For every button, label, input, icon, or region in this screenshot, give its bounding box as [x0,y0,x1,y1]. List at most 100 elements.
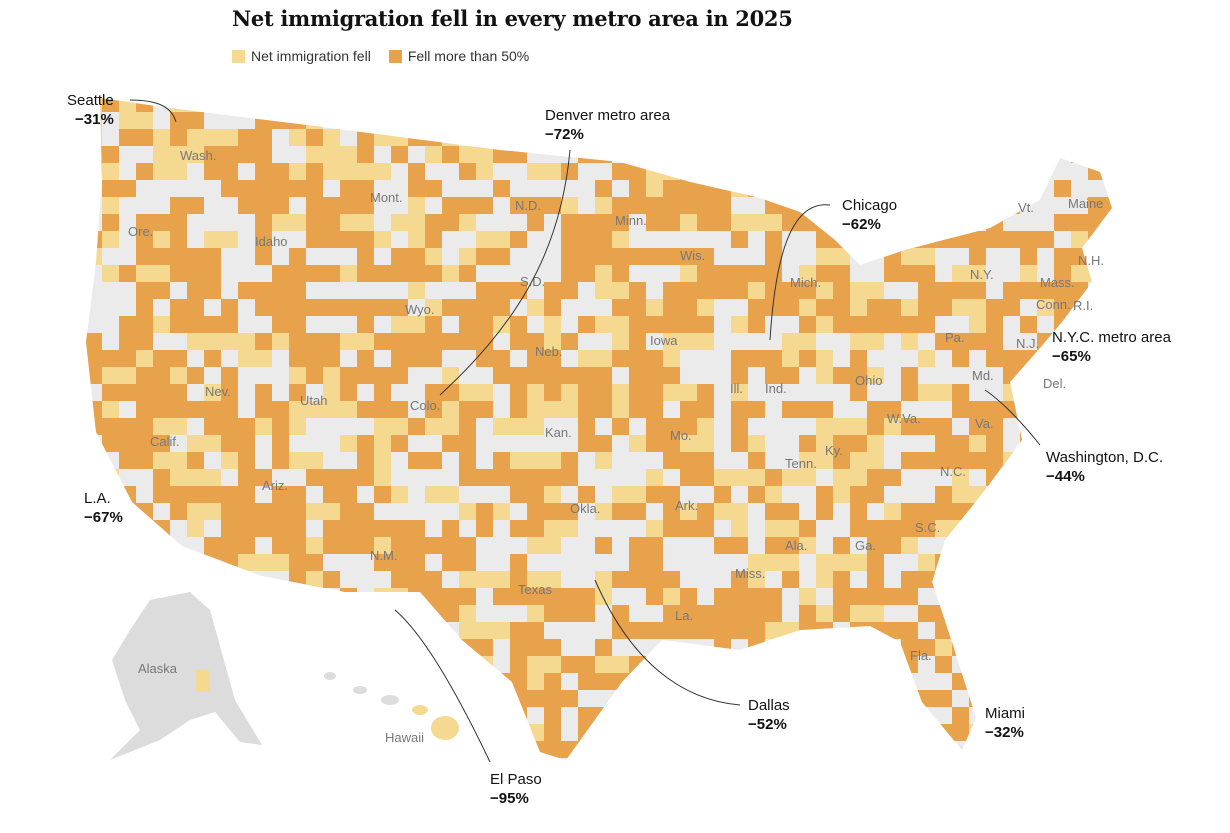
county-cell [850,299,867,316]
county-cell [102,588,136,605]
county-cell [323,622,357,639]
county-cell [986,231,1003,248]
county-cell [629,537,646,554]
county-cell [476,520,493,537]
county-cell [867,435,884,452]
county-cell [833,588,850,605]
county-cell [595,452,612,469]
county-cell [782,639,799,656]
county-cell [255,299,272,316]
county-cell [952,639,969,656]
county-cell [306,639,323,656]
county-cell [272,214,289,231]
county-cell [680,588,697,605]
county-cell [680,520,697,537]
county-cell [136,299,153,316]
county-cell [833,112,850,129]
county-cell [391,707,408,724]
county-cell [374,639,408,656]
county-cell [86,350,119,367]
county-cell [595,367,612,384]
county-cell [731,622,748,639]
county-cell [663,367,680,384]
county-cell [340,503,357,520]
county-cell [527,214,544,231]
county-cells [86,98,1112,760]
county-cell [918,146,952,163]
state-label: Wis. [680,248,705,263]
county-cell [306,605,340,622]
county-cell [238,520,255,537]
county-cell [612,605,629,622]
county-cell [1088,656,1105,673]
county-cell [136,503,153,520]
county-cell [340,486,357,503]
county-cell [680,622,714,639]
county-cell [697,214,731,231]
county-cell [408,588,442,605]
county-cell [187,265,221,282]
county-cell [408,282,425,299]
county-cell [357,401,374,418]
county-cell [391,129,408,146]
state-label: Vt. [1018,200,1034,215]
county-cell [391,418,408,435]
county-cell [646,571,680,588]
county-cell [493,316,510,333]
county-cell [1054,98,1088,112]
county-cell [629,367,646,384]
annotation-value: −95% [490,790,529,807]
county-cell [136,282,153,299]
county-cell [442,435,476,452]
state-label: Ky. [825,443,843,458]
county-cell [170,265,187,282]
county-cell [1088,707,1105,724]
county-cell [901,231,918,248]
county-cell [425,656,442,673]
county-cell [816,401,833,418]
county-cell [782,758,799,760]
county-cell [1105,112,1112,129]
annotation-value: −52% [748,716,787,733]
county-cell [187,724,204,741]
county-cell [1088,146,1112,163]
county-cell [459,299,476,316]
county-cell [850,367,867,384]
annotation-name: Chicago [842,197,897,214]
county-cell [782,299,799,316]
county-cell [765,180,799,197]
state-label: Mo. [670,428,692,443]
county-cell [612,571,629,588]
county-cell [238,129,255,146]
county-cell [731,367,748,384]
county-cell [833,656,850,673]
county-cell [1037,605,1054,622]
county-cell [578,758,612,760]
county-cell [1054,724,1071,741]
county-cell [425,486,442,503]
county-cell [595,265,612,282]
county-cell [1071,265,1088,282]
county-cell [1020,265,1037,282]
county-cell [459,622,493,639]
county-cell [799,639,816,656]
county-cell [765,112,782,129]
county-cell [544,741,561,758]
county-cell [1105,741,1112,758]
county-cell [1037,741,1071,758]
county-cell [629,248,646,265]
county-cell [799,452,816,469]
county-cell [1071,367,1105,384]
county-cell [918,758,952,760]
county-cell [816,758,850,760]
state-label: Wash. [180,148,216,163]
county-cell [986,435,1003,452]
county-cell [187,571,221,588]
county-cell [697,112,714,129]
county-cell [986,197,1003,214]
county-cell [442,129,459,146]
state-label: Va. [975,416,994,431]
county-cell [527,367,561,384]
state-label: Tenn. [785,456,817,471]
county-cell [884,588,918,605]
